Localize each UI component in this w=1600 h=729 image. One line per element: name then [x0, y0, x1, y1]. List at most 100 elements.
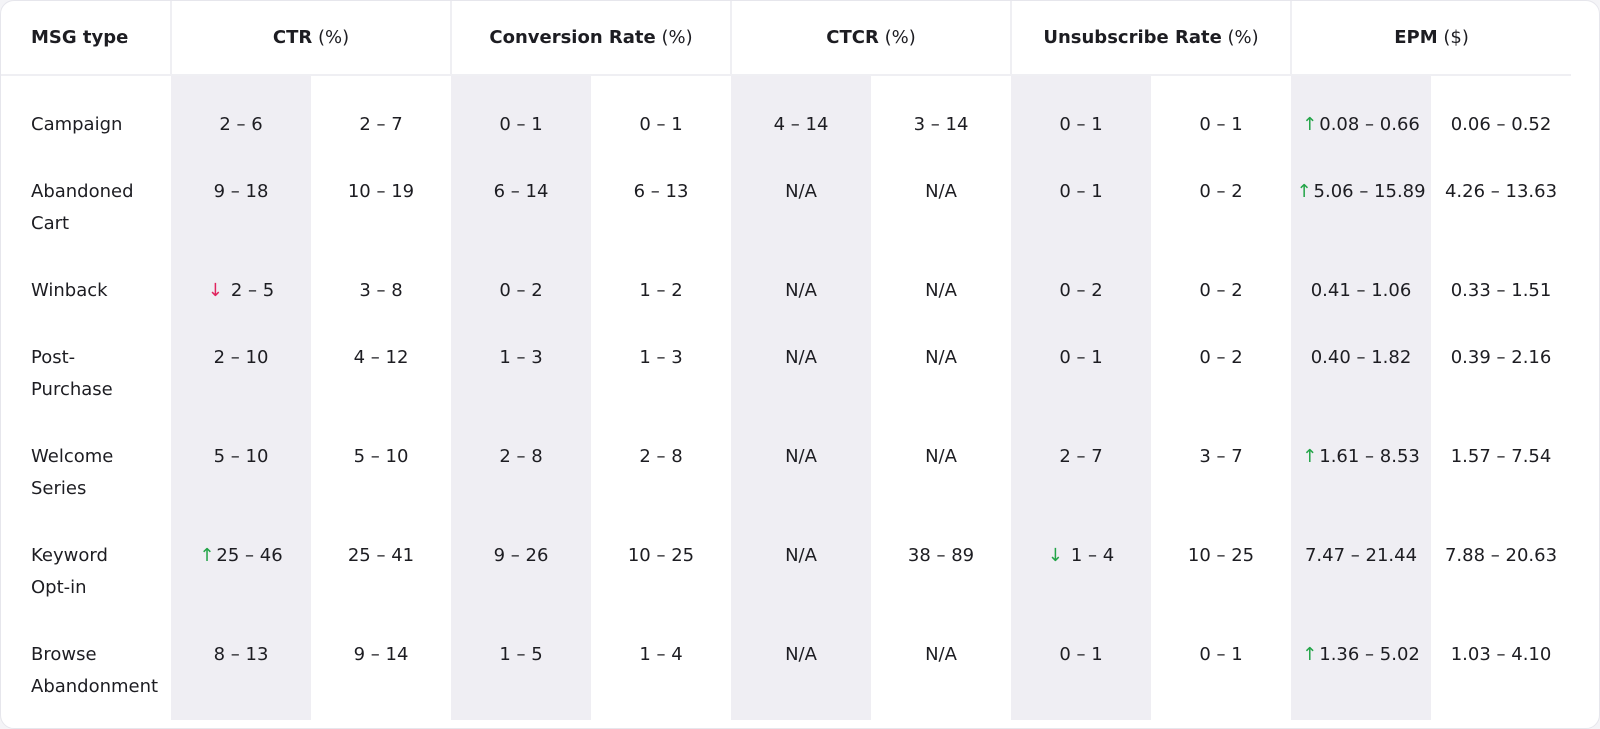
column-unit: (%) — [317, 27, 350, 48]
value-text: 1.36 – 5.02 — [1319, 644, 1420, 665]
value-text: 3 – 14 — [913, 114, 969, 135]
column-name: Conversion Rate — [489, 27, 656, 48]
row-label: Winback — [31, 280, 108, 301]
value-text: 0.41 – 1.06 — [1310, 280, 1412, 301]
value-cell: 0 – 1 — [1011, 158, 1152, 257]
value-text: 0.40 – 1.82 — [1310, 347, 1412, 368]
value-text: 6 – 13 — [633, 181, 689, 202]
value-text: 2 – 6 — [219, 114, 263, 135]
value-cell: 9 – 18 — [171, 158, 311, 257]
value-text: 6 – 14 — [493, 181, 549, 202]
value-cell: N/A — [871, 158, 1011, 257]
header-cell: CTR (%) — [170, 1, 451, 76]
value-text: 7.88 – 20.63 — [1444, 545, 1558, 566]
value-cell: ↓ 2 – 5 — [171, 257, 311, 324]
column-unit: (%) — [661, 27, 693, 48]
value-cell: ↑ 5.06 – 15.89 — [1291, 158, 1432, 257]
value-text: N/A — [925, 280, 957, 301]
value-cell: N/A — [731, 324, 871, 423]
value-text: 0 – 1 — [1059, 114, 1103, 135]
value-text: N/A — [785, 644, 817, 665]
value-text: N/A — [785, 181, 817, 202]
value-text: 10 – 25 — [1187, 545, 1255, 566]
value-cell: ↑ 1.36 – 5.02 — [1291, 621, 1432, 720]
row-label: Keyword Opt-in — [31, 545, 108, 598]
table-row: Campaign 2 – 6 2 – 7 0 – 1 0 – 1 4 – 14 3 – 14… — [1, 75, 1571, 158]
value-cell: N/A — [871, 324, 1011, 423]
value-text: 2 – 7 — [1059, 446, 1103, 467]
value-cell: N/A — [871, 621, 1011, 720]
value-cell: 0 – 2 — [1011, 257, 1152, 324]
value-text: 10 – 19 — [347, 181, 415, 202]
value-text: 0 – 1 — [1059, 347, 1103, 368]
value-text: 2 – 7 — [359, 114, 403, 135]
value-cell: 7.88 – 20.63 — [1431, 522, 1571, 621]
value-cell: 2 – 7 — [311, 75, 451, 158]
value-cell: 2 – 6 — [171, 75, 311, 158]
value-text: 1.61 – 8.53 — [1319, 446, 1420, 467]
value-cell: 1 – 2 — [591, 257, 731, 324]
value-text: 0 – 1 — [639, 114, 683, 135]
value-text: 1 – 3 — [499, 347, 543, 368]
value-text: N/A — [785, 280, 817, 301]
value-text: N/A — [925, 181, 957, 202]
value-cell: N/A — [871, 423, 1011, 522]
value-text: 2 – 8 — [639, 446, 683, 467]
header-row: MSG type CTR (%) Conversion Rate (%) CTCR … — [1, 1, 1572, 76]
value-cell: 0.06 – 0.52 — [1431, 75, 1571, 158]
value-cell: 0 – 2 — [1151, 324, 1291, 423]
value-cell: 0 – 1 — [591, 75, 731, 158]
value-cell: ↑ 25 – 46 — [171, 522, 311, 621]
value-cell: 3 – 14 — [871, 75, 1011, 158]
value-text: 10 – 25 — [627, 545, 695, 566]
value-cell: ↑ 0.08 – 0.66 — [1291, 75, 1432, 158]
value-cell: 0.39 – 2.16 — [1431, 324, 1571, 423]
column-unit: (%) — [884, 27, 916, 48]
value-cell: 0 – 2 — [1151, 158, 1291, 257]
table-row: Keyword Opt-in ↑ 25 – 46 25 – 41 9 – 26 10 – … — [1, 522, 1571, 621]
value-cell: 25 – 41 — [311, 522, 451, 621]
value-cell: 10 – 25 — [591, 522, 731, 621]
value-text: 3 – 7 — [1199, 446, 1243, 467]
value-text: 2 – 10 — [213, 347, 269, 368]
value-text: 0 – 1 — [1199, 114, 1243, 135]
column-name: CTCR — [826, 27, 879, 48]
value-cell: 9 – 14 — [311, 621, 451, 720]
table-row: Winback ↓ 2 – 5 3 – 8 0 – 2 1 – 2 N/A N/A 0 – 2 0… — [1, 257, 1571, 324]
value-cell: 8 – 13 — [171, 621, 311, 720]
value-cell: 7.47 – 21.44 — [1291, 522, 1432, 621]
value-cell: N/A — [731, 522, 871, 621]
header-cell: Unsubscribe Rate (%) — [1010, 1, 1292, 76]
value-text: 0 – 2 — [499, 280, 543, 301]
value-text: 9 – 14 — [353, 644, 409, 665]
value-cell: N/A — [731, 158, 871, 257]
value-cell: 2 – 8 — [591, 423, 731, 522]
value-cell: 1.03 – 4.10 — [1431, 621, 1571, 720]
row-label-cell: Winback — [1, 257, 171, 324]
value-cell: ↓ 1 – 4 — [1011, 522, 1152, 621]
trend-arrow: ↑ — [1302, 446, 1318, 467]
column-name: CTR — [272, 27, 313, 48]
value-text: 25 – 46 — [216, 545, 283, 566]
row-label: Browse Abandonment — [31, 644, 159, 697]
row-label-cell: Abandoned Cart — [1, 158, 171, 257]
table-row: Welcome Series 5 – 10 5 – 10 2 – 8 2 – 8 N/A N… — [1, 423, 1571, 522]
value-cell: 0 – 2 — [1151, 257, 1291, 324]
value-cell: 0.33 – 1.51 — [1431, 257, 1571, 324]
column-unit: (%) — [1227, 27, 1259, 48]
value-cell: N/A — [731, 423, 871, 522]
value-text: 0 – 2 — [1199, 347, 1243, 368]
header-cell: EPM ($) — [1290, 1, 1572, 76]
value-cell: 3 – 7 — [1151, 423, 1291, 522]
value-cell: 4.26 – 13.63 — [1431, 158, 1571, 257]
value-cell: 0 – 1 — [451, 75, 591, 158]
value-text: N/A — [925, 644, 957, 665]
value-cell: 1 – 4 — [591, 621, 731, 720]
value-text: 4 – 14 — [773, 114, 829, 135]
table-row: Browse Abandonment 8 – 13 9 – 14 1 – 5 1 – 4… — [1, 621, 1571, 720]
value-cell: 10 – 19 — [311, 158, 451, 257]
value-text: 0.39 – 2.16 — [1450, 347, 1552, 368]
header-cell: CTCR (%) — [729, 1, 1012, 76]
value-text: 5 – 10 — [353, 446, 409, 467]
row-label-cell: Keyword Opt-in — [1, 522, 171, 621]
